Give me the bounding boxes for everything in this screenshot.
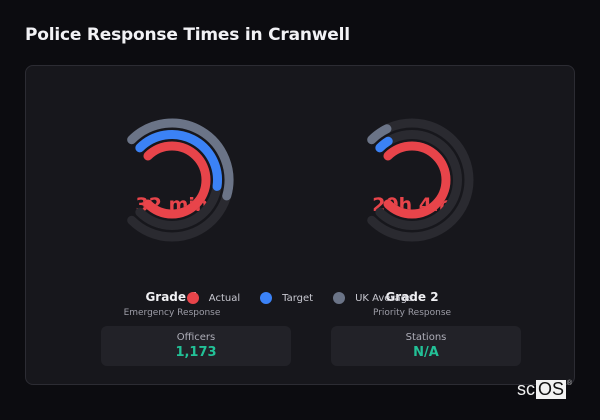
gauge-bar-uk-average [127, 118, 234, 201]
registered-mark-icon: ® [567, 380, 573, 387]
logo-part-sc: sc [517, 379, 535, 399]
page-title: Police Response Times in Cranwell [25, 25, 350, 45]
gauge-track [375, 130, 462, 230]
gauge-title: Grade 1 [145, 290, 199, 304]
legend-label: Target [282, 292, 314, 304]
gauge-bar-actual [143, 141, 211, 219]
legend-label: Actual [208, 292, 241, 304]
gauge-track [367, 118, 474, 242]
gauge-bar-target [135, 130, 222, 191]
legend-dot-icon [260, 292, 273, 304]
gauge-title: Grade 2 [385, 290, 439, 304]
gauge-bar-uk-average [367, 124, 392, 145]
gauge-bar-actual [383, 141, 451, 219]
legend-item-actual: Actual [186, 292, 241, 304]
legend-dot-icon [333, 292, 346, 304]
stat-label: Officers [176, 332, 216, 343]
legend-item-target: Target [260, 292, 313, 304]
chart-legend: Actual Target UK Average [26, 292, 574, 304]
scos-logo: sc OS ® [517, 379, 573, 399]
gauge-grade-1: 32 min Actual Grade 1 Emergency Response [104, 112, 254, 318]
gauge-subtitle: Priority Response [372, 308, 452, 318]
stat-label: Stations [405, 332, 447, 343]
stat-stations: Stations N/A [331, 326, 521, 366]
legend-dot-icon [186, 292, 199, 304]
stat-officers: Officers 1,173 [101, 326, 291, 366]
gauge-bar-target [375, 136, 393, 153]
legend-label: UK Average [355, 292, 414, 304]
response-times-card: 32 min Actual Grade 1 Emergency Response… [25, 65, 575, 385]
gauge-subtitle: Emergency Response [123, 308, 221, 318]
gauge-grade-2: 20h 4m Actual Grade 2 Priority Response [344, 112, 494, 318]
logo-part-os: OS [536, 379, 567, 399]
legend-item-uk-average: UK Average [333, 292, 413, 304]
stat-value: 1,173 [175, 345, 217, 360]
radial-chart-grade-1 [127, 118, 234, 242]
stat-value: N/A [413, 345, 439, 360]
radial-chart-grade-2 [367, 118, 474, 242]
